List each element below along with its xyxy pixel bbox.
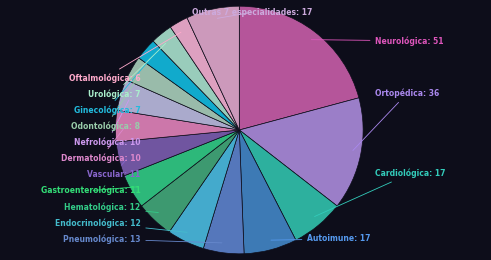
Wedge shape	[153, 27, 239, 130]
Text: Endocrinológica: 12: Endocrinológica: 12	[55, 218, 187, 232]
Text: Autoimune: 17: Autoimune: 17	[271, 235, 371, 243]
Text: Neurológica: 51: Neurológica: 51	[311, 36, 444, 45]
Text: Cardiológica: 17: Cardiológica: 17	[315, 168, 446, 217]
Text: Pneumológica: 13: Pneumológica: 13	[63, 234, 222, 244]
Text: Hematológica: 12: Hematológica: 12	[64, 202, 159, 212]
Wedge shape	[203, 130, 244, 254]
Text: Vascular: 11: Vascular: 11	[87, 159, 140, 179]
Wedge shape	[169, 130, 239, 249]
Wedge shape	[239, 130, 296, 254]
Wedge shape	[239, 130, 337, 240]
Wedge shape	[239, 98, 363, 206]
Text: Odontológica: 8: Odontológica: 8	[71, 76, 140, 131]
Wedge shape	[187, 6, 239, 130]
Wedge shape	[239, 6, 359, 130]
Wedge shape	[124, 130, 239, 206]
Text: Ortopédica: 36: Ortopédica: 36	[353, 88, 440, 151]
Text: Gastroenterológica: 11: Gastroenterológica: 11	[41, 186, 140, 196]
Wedge shape	[115, 110, 239, 142]
Wedge shape	[138, 41, 239, 130]
Text: Ginecológica: 7: Ginecológica: 7	[74, 58, 151, 115]
Wedge shape	[117, 80, 239, 130]
Wedge shape	[116, 130, 239, 176]
Text: Urológica: 7: Urológica: 7	[88, 43, 166, 99]
Text: Dermatológica: 10: Dermatológica: 10	[60, 128, 140, 163]
Text: Oftalmológica: 6: Oftalmológica: 6	[69, 32, 181, 83]
Text: Outras 7 especialidades: 17: Outras 7 especialidades: 17	[191, 8, 312, 18]
Text: Nefrológica: 10: Nefrológica: 10	[74, 100, 140, 147]
Wedge shape	[141, 130, 239, 232]
Wedge shape	[170, 18, 239, 130]
Wedge shape	[126, 58, 239, 130]
